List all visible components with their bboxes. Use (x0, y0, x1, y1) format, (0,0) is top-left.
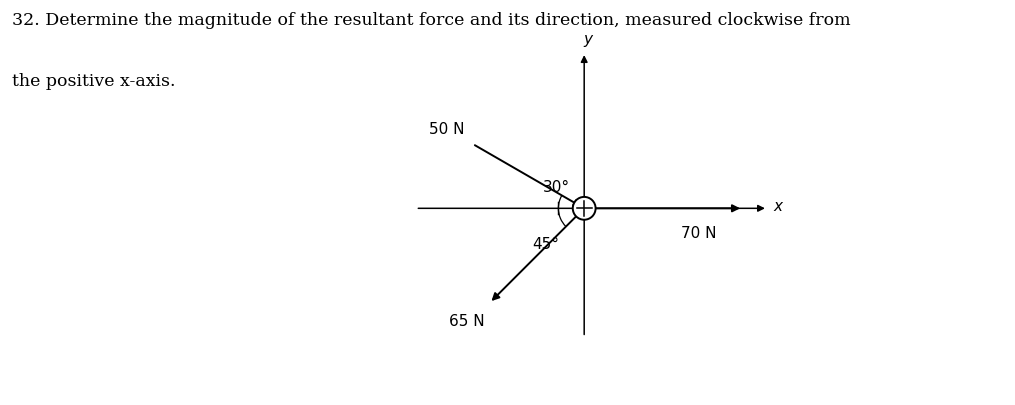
Text: 50 N: 50 N (429, 122, 465, 136)
Text: 45°: 45° (533, 236, 559, 251)
Text: 65 N: 65 N (449, 313, 484, 328)
Text: 32. Determine the magnitude of the resultant force and its direction, measured c: 32. Determine the magnitude of the resul… (12, 12, 851, 29)
Text: 70 N: 70 N (681, 226, 716, 241)
Circle shape (572, 197, 596, 220)
Text: y: y (584, 32, 593, 47)
Text: x: x (773, 198, 783, 213)
Text: 30°: 30° (542, 179, 569, 194)
Text: the positive x-axis.: the positive x-axis. (12, 73, 176, 90)
